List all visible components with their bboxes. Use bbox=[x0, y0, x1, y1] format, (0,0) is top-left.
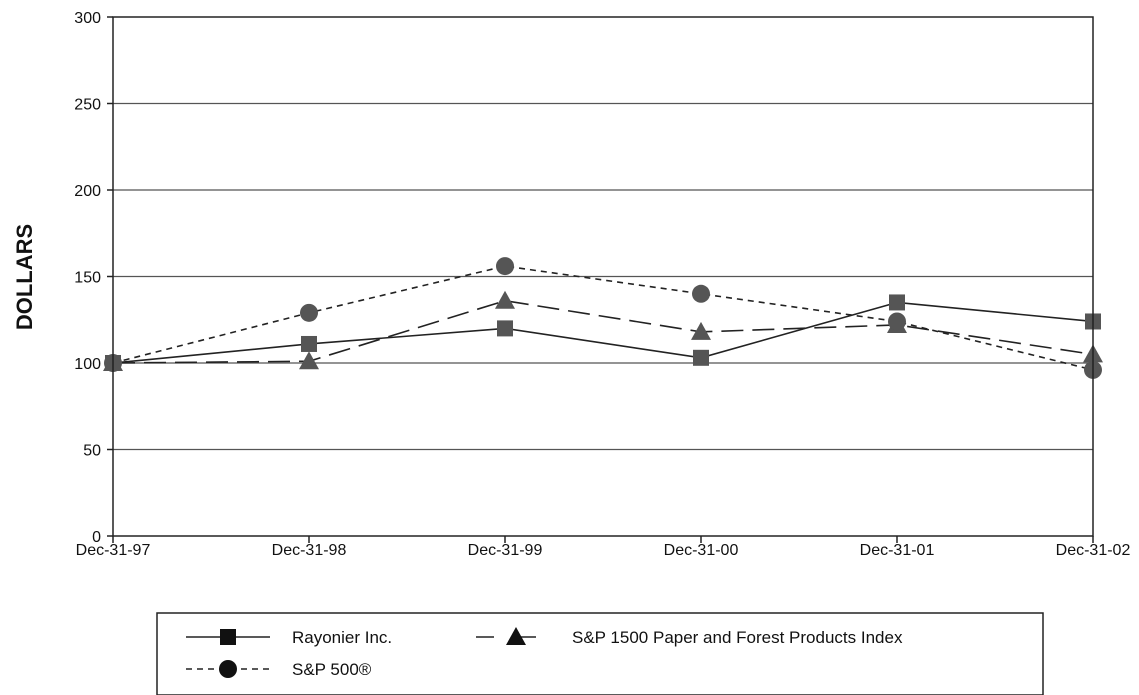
data-point-circle bbox=[888, 312, 906, 331]
series-line bbox=[112, 265, 1094, 371]
legend-label: S&P 1500 Paper and Forest Products Index bbox=[572, 628, 903, 647]
plot-frame bbox=[112, 16, 1094, 537]
x-tick-label: Dec-31-02 bbox=[1056, 542, 1131, 559]
legend-item-circle: S&P 500® bbox=[186, 660, 372, 679]
series-line bbox=[112, 301, 1094, 364]
y-tick-label: 0 bbox=[92, 529, 101, 546]
x-tick-label: Dec-31-99 bbox=[468, 542, 543, 559]
data-point-square bbox=[301, 335, 317, 352]
data-point-triangle bbox=[495, 290, 515, 309]
legend-frame bbox=[156, 612, 1044, 695]
legend-item-square: Rayonier Inc. bbox=[186, 628, 392, 647]
y-tick-label: 200 bbox=[74, 183, 101, 200]
legend-marker-triangle bbox=[506, 627, 526, 645]
y-tick-label: 250 bbox=[74, 97, 101, 114]
x-tick-label: Dec-31-00 bbox=[664, 542, 739, 559]
data-point-square bbox=[889, 294, 905, 311]
y-tick-label: 300 bbox=[74, 10, 101, 27]
series-triangle bbox=[103, 290, 1103, 371]
y-tick-label: 150 bbox=[74, 270, 101, 287]
legend-label: S&P 500® bbox=[292, 660, 372, 679]
x-tick-label: Dec-31-97 bbox=[76, 542, 151, 559]
data-point-circle bbox=[300, 303, 318, 322]
gridlines bbox=[113, 102, 1093, 451]
data-point-triangle bbox=[299, 351, 319, 370]
legend-item-triangle: S&P 1500 Paper and Forest Products Index bbox=[476, 627, 903, 647]
y-tick-label: 50 bbox=[83, 443, 101, 460]
data-point-circle bbox=[692, 284, 710, 303]
y-tick-label: 100 bbox=[74, 356, 101, 373]
data-point-square bbox=[693, 349, 709, 366]
x-tick-label: Dec-31-01 bbox=[860, 542, 935, 559]
series-group bbox=[103, 257, 1103, 379]
data-point-circle bbox=[496, 257, 514, 276]
legend: Rayonier Inc. S&P 1500 Paper and Forest P… bbox=[156, 612, 1044, 695]
data-point-square bbox=[497, 320, 513, 337]
y-axis-title: DOLLARS bbox=[12, 224, 37, 330]
series-line bbox=[112, 299, 1094, 364]
legend-label: Rayonier Inc. bbox=[292, 628, 392, 647]
legend-marker-circle bbox=[219, 660, 237, 678]
series-circle bbox=[104, 257, 1102, 379]
legend-marker-square bbox=[220, 629, 236, 645]
x-tick-label: Dec-31-98 bbox=[272, 542, 347, 559]
x-axis-ticks: Dec-31-97 Dec-31-98 Dec-31-99 Dec-31-00 Dec-… bbox=[76, 536, 1131, 559]
data-point-triangle bbox=[691, 321, 711, 340]
y-axis-ticks: 0 50 100 150 200 250 300 bbox=[74, 10, 113, 546]
